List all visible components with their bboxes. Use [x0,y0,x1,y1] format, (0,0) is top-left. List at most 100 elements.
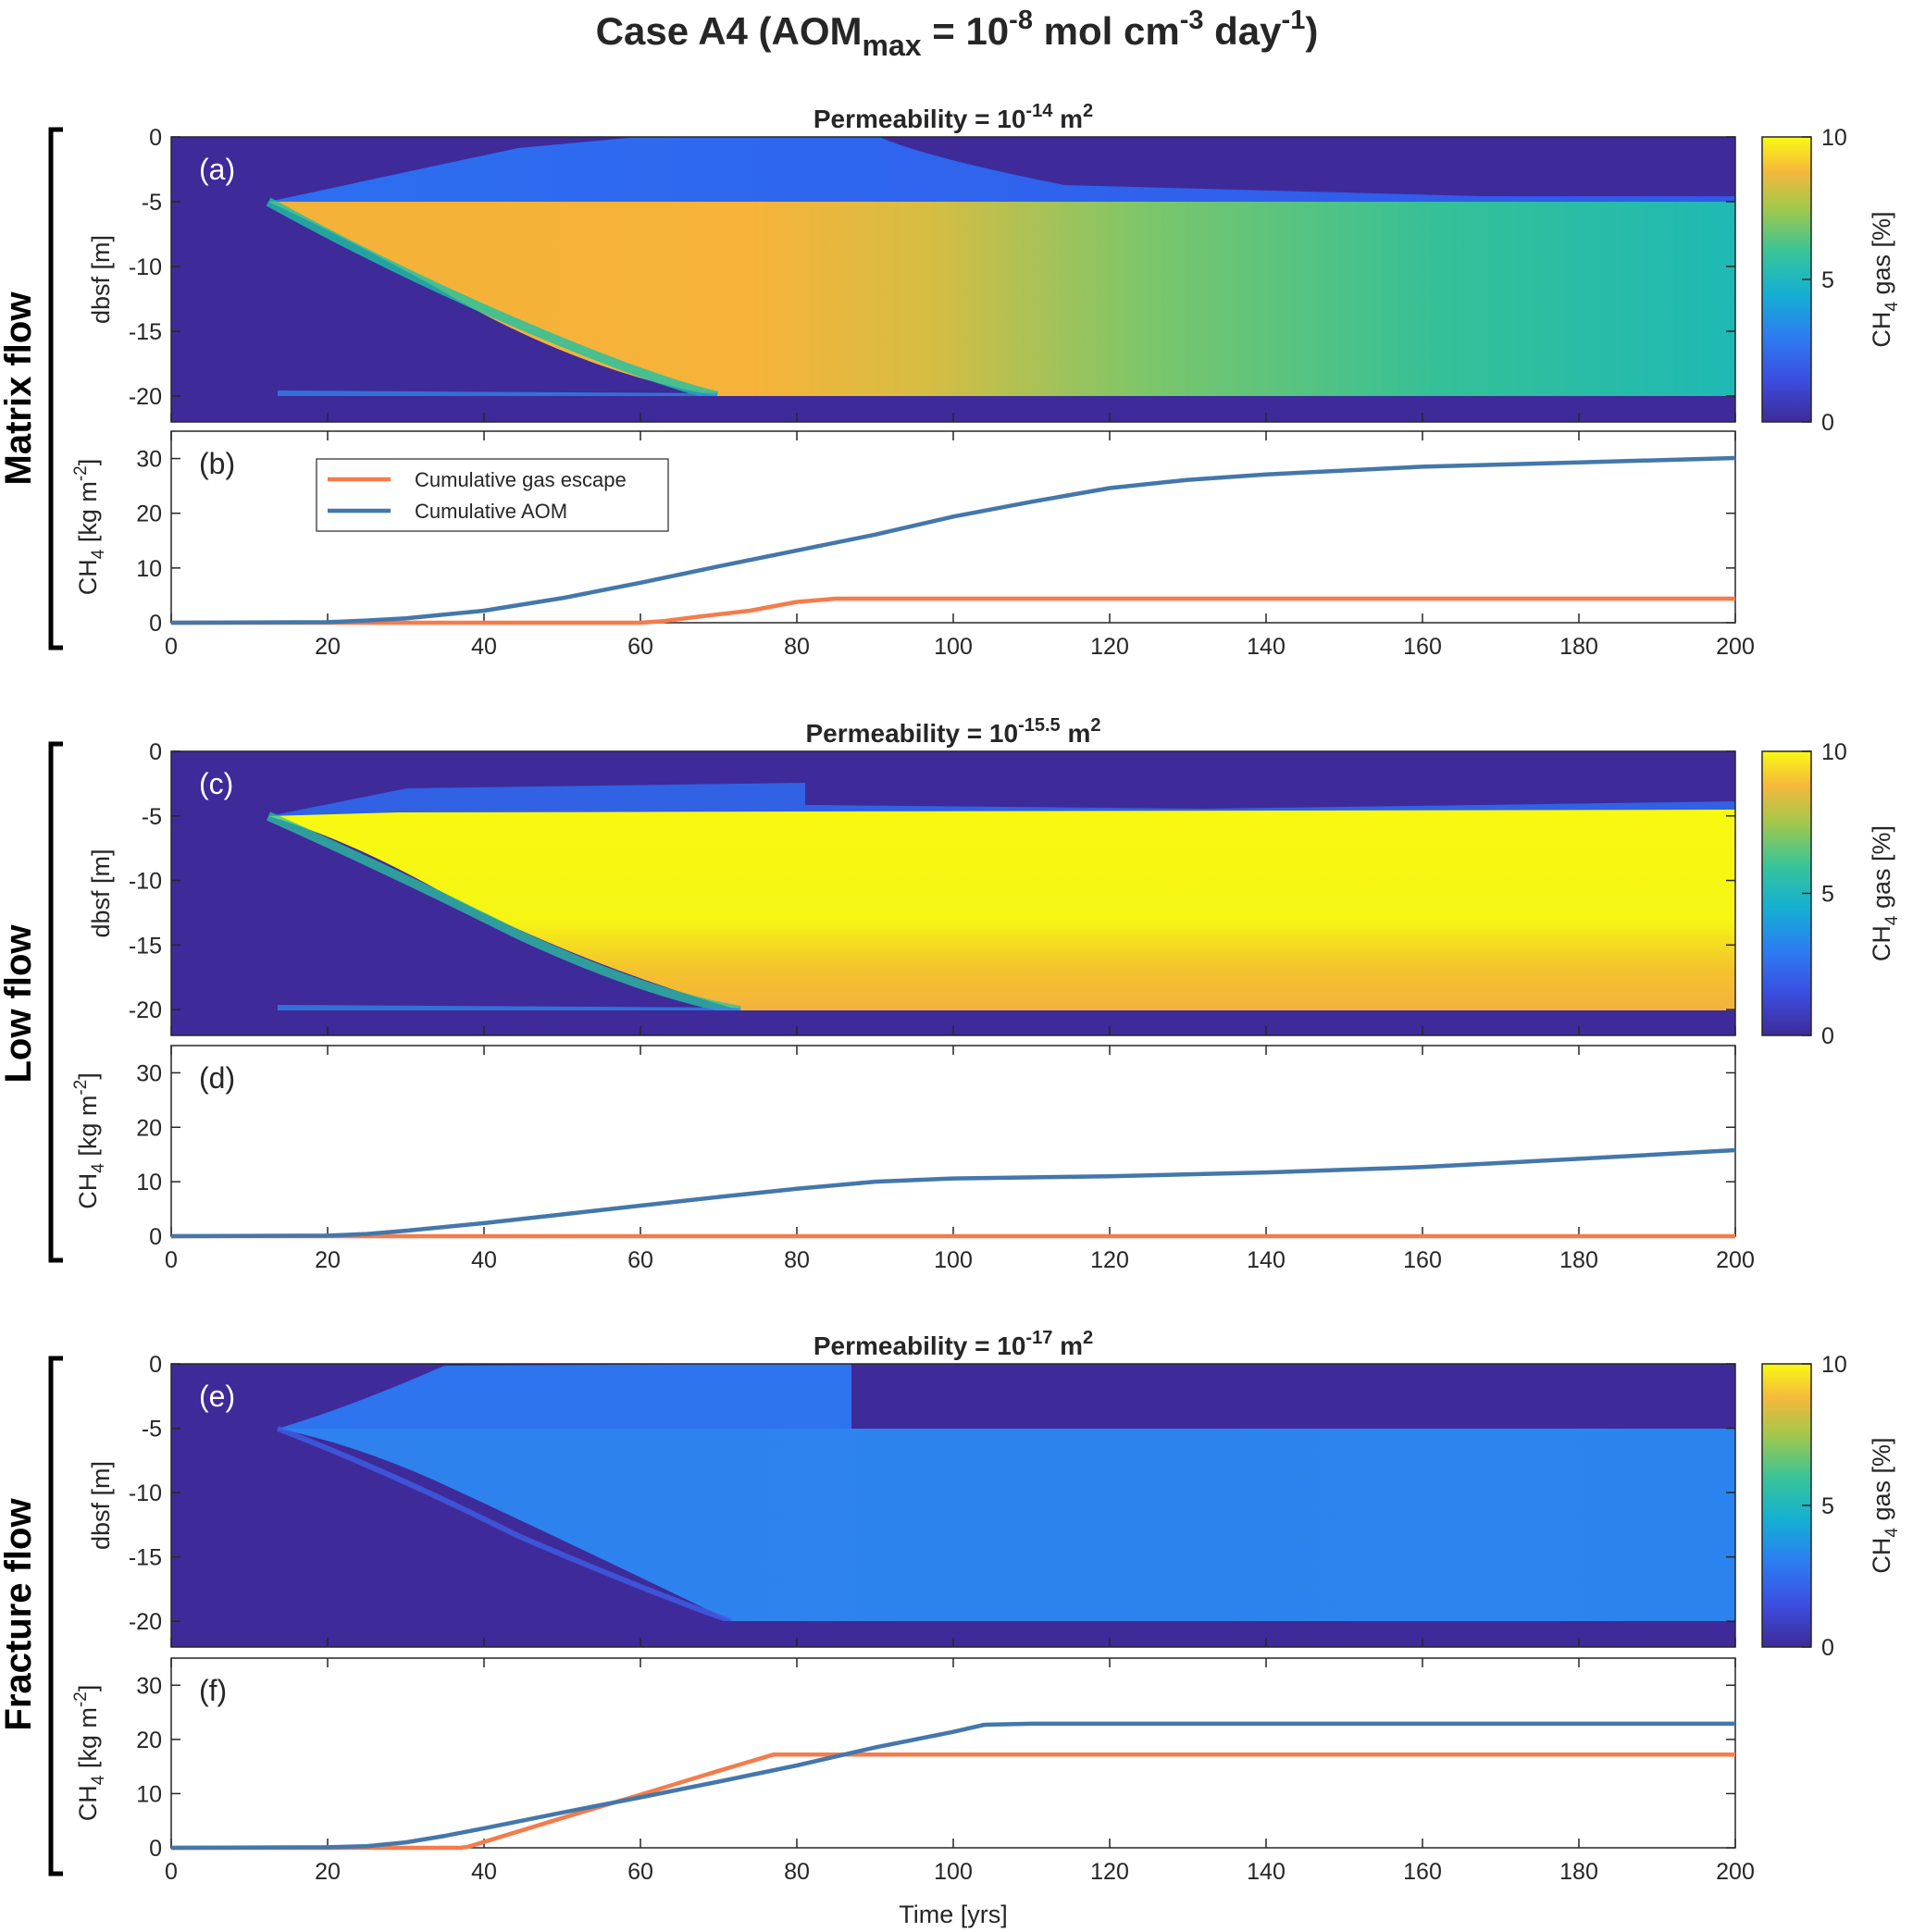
line-ytick-label: 10 [136,1170,162,1195]
line-panel-label: (d) [199,1061,235,1095]
line-xtick-label: 140 [1247,1859,1286,1885]
legend-label-escape: Cumulative gas escape [415,468,627,491]
line-xtick-label: 200 [1716,1859,1755,1885]
series-line-gas-escape [171,596,1735,625]
heat-ytick-label: -5 [142,804,162,830]
line-xtick-label: 200 [1716,1247,1755,1273]
series-line-aom [170,1147,1736,1239]
heatmap-a [170,136,1736,423]
line-xtick-label: 60 [627,1247,653,1273]
heat-ytick-label: -5 [142,190,162,216]
line-ytick-label: 0 [149,1836,162,1862]
line-xtick-label: 80 [784,1247,810,1273]
colorbar-label: CH4 gas [%] [1868,825,1902,961]
line-xtick-label: 140 [1247,1247,1286,1273]
row-bracket-matrix [48,127,63,650]
legend-box [316,458,669,532]
line-xtick-label: 200 [1716,634,1755,660]
heatmap-e [170,1363,1736,1648]
line-ytick-label: 20 [136,1728,162,1753]
colorbar-tick-label: 10 [1821,125,1847,151]
row-bracket-fracture [48,1356,63,1876]
line-xtick-label: 160 [1403,634,1442,660]
heat-ytick-label: 0 [149,125,162,151]
heat-ytick-label: -10 [129,254,162,280]
heat-ytick-label: -15 [129,933,162,959]
line-xtick-label: 80 [784,1859,810,1885]
heat-ytick-label: -5 [142,1417,162,1443]
line-xtick-label: 60 [627,1859,653,1885]
line-xtick-label: 100 [934,1859,973,1885]
line-xtick-label: 180 [1559,1859,1598,1885]
line-xtick-label: 120 [1090,634,1129,660]
row-label-matrix-flow: Matrix flow [0,291,39,486]
heat-ytick-label: 0 [149,1352,162,1378]
heatmap-c [170,750,1736,1036]
colorbar-tick-label: 5 [1821,882,1834,908]
series-line-aom [170,455,1736,625]
row-bracket-low [48,741,63,1263]
line-xtick-label: 40 [471,634,497,660]
line-ytick-label: 10 [136,1781,162,1807]
heat-ylabel: dbsf [m] [87,1461,115,1550]
line-xtick-label: 0 [165,1859,178,1885]
heat-ytick-label: -20 [129,997,162,1023]
heat-ylabel: dbsf [m] [87,848,115,937]
line-xtick-label: 180 [1559,1247,1598,1273]
x-axis-label: Time [yrs] [899,1901,1008,1928]
line-ytick-label: 0 [149,611,162,637]
line-xtick-label: 20 [315,1247,341,1273]
line-ylabel: CH4 [kg m-2] [71,1685,108,1822]
panel-title-permeability: Permeability = 10-14 m2 [814,101,1093,133]
figure-title: Case A4 (AOMmax = 10-8 mol cm-3 day-1) [596,6,1319,62]
colorbar-tick-label: 10 [1821,1352,1847,1378]
line-ytick-label: 30 [136,1673,162,1699]
line-panel-label: (b) [199,447,235,480]
line-xtick-label: 100 [934,1247,973,1273]
line-ytick-label: 30 [136,1060,162,1086]
line-panel-label: (f) [199,1674,227,1707]
line-ytick-label: 10 [136,556,162,582]
heat-ytick-label: -10 [129,869,162,895]
line-xtick-label: 140 [1247,634,1286,660]
line-xtick-label: 0 [165,634,178,660]
colorbar-tick-label: 5 [1821,267,1834,293]
heat-ytick-label: -10 [129,1480,162,1506]
line-xtick-label: 20 [315,1859,341,1885]
line-xtick-label: 120 [1090,1859,1129,1885]
line-xtick-label: 60 [627,634,653,660]
colorbar-label: CH4 gas [%] [1868,1437,1902,1573]
heat-ytick-label: -15 [129,319,162,345]
legend-label-aom: Cumulative AOM [415,500,567,523]
line-xtick-label: 20 [315,634,341,660]
line-ylabel: CH4 [kg m-2] [71,459,108,596]
line-xtick-label: 120 [1090,1247,1129,1273]
line-xtick-label: 40 [471,1859,497,1885]
heat-ytick-label: -15 [129,1545,162,1571]
heat-ytick-label: 0 [149,739,162,765]
line-xtick-label: 40 [471,1247,497,1273]
row-label-fracture-flow: Fracture flow [0,1498,39,1731]
line-xtick-label: 0 [165,1247,178,1273]
line-xtick-label: 180 [1559,634,1598,660]
series-line-aom [170,1721,1735,1851]
panel-title-permeability: Permeability = 10-15.5 m2 [806,715,1101,748]
line-ytick-label: 20 [136,502,162,527]
row-label-low-flow: Low flow [0,924,39,1084]
colorbar-label: CH4 gas [%] [1868,211,1902,347]
heat-ytick-label: -20 [129,384,162,410]
line-ytick-label: 0 [149,1224,162,1250]
heat-ylabel: dbsf [m] [87,235,115,324]
line-xtick-label: 160 [1403,1859,1442,1885]
heatmap-panel-label: (a) [199,153,235,186]
colorbar-tick-label: 10 [1821,739,1847,765]
heatmap-panel-label: (e) [199,1380,235,1413]
heat-ytick-label: -20 [129,1609,162,1635]
line-ytick-label: 30 [136,447,162,473]
panel-title-permeability: Permeability = 10-17 m2 [814,1328,1093,1360]
line-xtick-label: 160 [1403,1247,1442,1273]
line-ytick-label: 20 [136,1115,162,1141]
line-panel-d-frame [170,1045,1736,1237]
colorbar-tick-label: 0 [1821,1023,1834,1049]
